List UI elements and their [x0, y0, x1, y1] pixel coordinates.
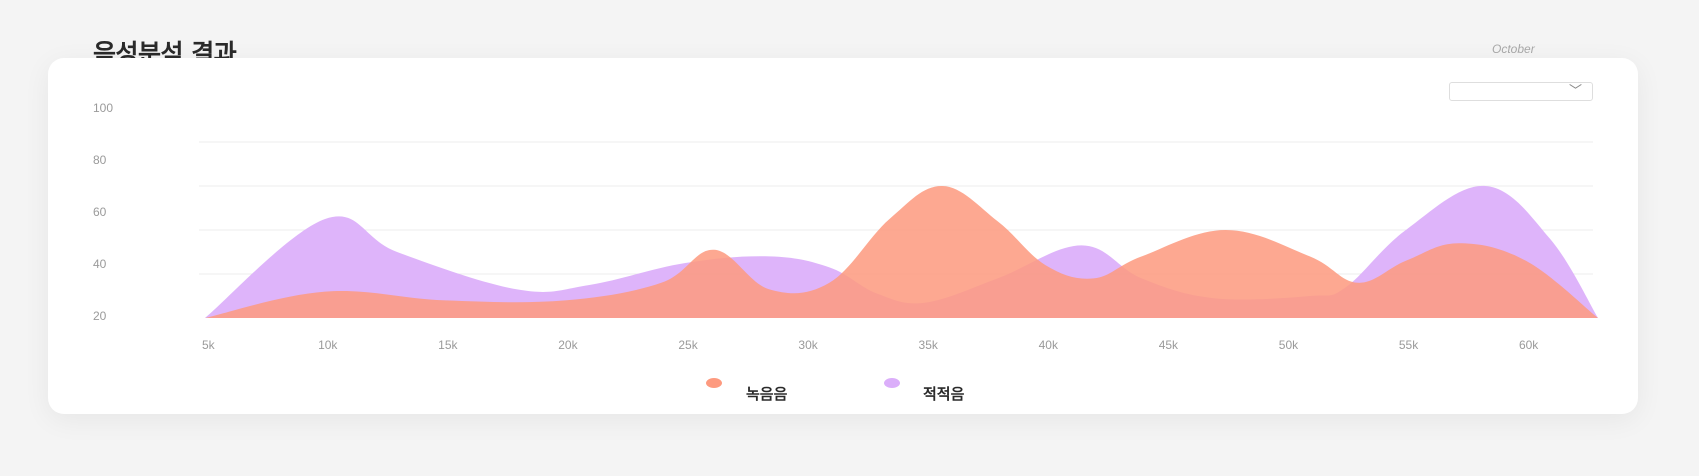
x-tick-label: 55k [1399, 338, 1419, 352]
period-dropdown[interactable]: ﹀ [1449, 82, 1593, 101]
y-tick-label: 100 [93, 101, 113, 115]
legend-label-recorded: 녹음음 [746, 385, 788, 403]
legend-label-quiet: 적적음 [923, 385, 965, 403]
x-tick-label: 10k [318, 338, 338, 352]
legend: 녹음음 적적음 [706, 378, 965, 403]
x-tick-label: 35k [919, 338, 939, 352]
legend-swatch-quiet [884, 378, 900, 388]
chevron-down-icon: ﹀ [1568, 84, 1582, 99]
series-area-recorded [205, 185, 1598, 318]
x-tick-label: 40k [1039, 338, 1059, 352]
x-tick-label: 15k [438, 338, 458, 352]
x-axis-ticks: 5k 10k 15k 20k 25k 30k 35k 40k 45k 50k 55k 60k [202, 338, 1539, 352]
legend-swatch-recorded [706, 378, 722, 388]
series-areas [205, 185, 1598, 318]
y-tick-label: 80 [93, 153, 107, 167]
y-tick-label: 40 [93, 257, 107, 271]
x-tick-label: 60k [1519, 338, 1539, 352]
y-tick-label: 20 [93, 309, 107, 323]
x-tick-label: 50k [1279, 338, 1299, 352]
x-tick-label: 20k [558, 338, 578, 352]
y-axis-ticks: 100 80 60 40 20 [93, 101, 113, 323]
y-tick-label: 60 [93, 205, 107, 219]
x-tick-label: 30k [798, 338, 818, 352]
x-tick-label: 25k [678, 338, 698, 352]
month-label: October [1492, 42, 1535, 56]
x-tick-label: 5k [202, 338, 216, 352]
x-tick-label: 45k [1159, 338, 1179, 352]
